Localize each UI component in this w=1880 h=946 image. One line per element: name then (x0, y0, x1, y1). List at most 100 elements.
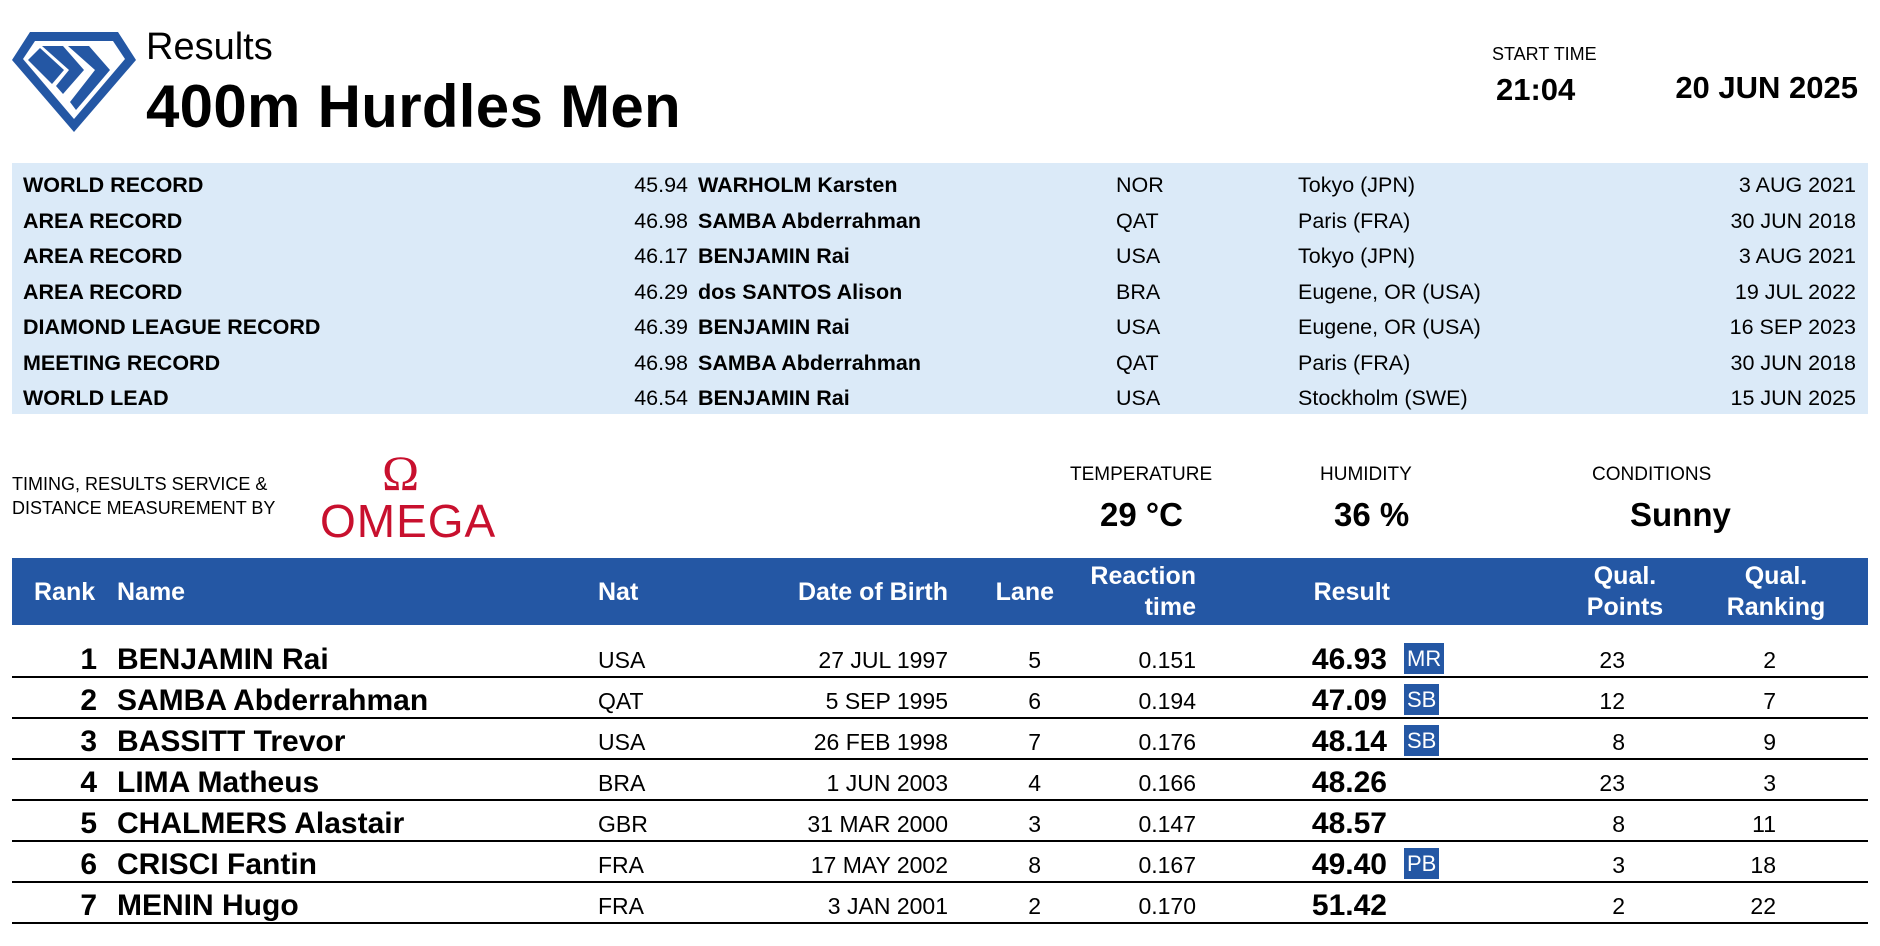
athlete-name: BASSITT Trevor (117, 725, 346, 758)
header-qual-ranking: Qual. Ranking (1716, 561, 1836, 623)
reaction-time: 0.194 (1138, 688, 1196, 714)
athlete-nat: USA (598, 647, 646, 673)
record-type: AREA RECORD (23, 244, 183, 268)
record-mark: 46.98 (634, 350, 688, 375)
result-rank: 1 (80, 643, 97, 676)
header-points-line2: Points (1586, 593, 1664, 621)
athlete-dob: 5 SEP 1995 (825, 688, 948, 714)
qual-points: 8 (1612, 811, 1625, 837)
qual-ranking: 11 (1752, 811, 1776, 837)
result-rank: 6 (80, 848, 97, 881)
record-mark: 46.39 (634, 315, 688, 339)
result-rank: 2 (80, 684, 97, 717)
header-result: Result (1313, 578, 1390, 606)
conditions-value: Sunny (1630, 496, 1731, 533)
athlete-nat: USA (598, 729, 646, 755)
record-type: DIAMOND LEAGUE RECORD (23, 315, 321, 339)
record-date: 16 SEP 2023 (1729, 315, 1856, 339)
athlete-name: MENIN Hugo (117, 889, 299, 922)
record-row: WORLD RECORD 45.94 WARHOLM Karsten NOR Tokyo… (12, 168, 1868, 204)
records-panel: WORLD RECORD 45.94 WARHOLM Karsten NOR Tokyo… (12, 163, 1868, 414)
athlete-nat: BRA (598, 770, 646, 796)
athlete-lane: 2 (1028, 893, 1041, 919)
record-venue: Paris (FRA) (1298, 350, 1411, 375)
athlete-lane: 4 (1028, 770, 1041, 796)
qual-ranking: 2 (1763, 647, 1776, 673)
record-athlete: BENJAMIN Rai (698, 244, 850, 268)
record-date: 19 JUL 2022 (1734, 279, 1856, 304)
qual-ranking: 7 (1763, 688, 1776, 714)
reaction-time: 0.147 (1138, 811, 1196, 837)
record-date: 3 AUG 2021 (1738, 244, 1856, 268)
athlete-dob: 31 MAR 2000 (807, 811, 948, 837)
table-row: 3 BASSITT Trevor USA 26 FEB 1998 7 0.176 48.14… (12, 719, 1868, 760)
record-athlete: BENJAMIN Rai (698, 315, 850, 339)
conditions-label: CONDITIONS (1592, 464, 1712, 485)
record-type: WORLD RECORD (23, 173, 204, 197)
result-rank: 5 (80, 807, 97, 840)
record-row: MEETING RECORD 46.98 SAMBA Abderrahman QAT P… (12, 346, 1868, 382)
athlete-dob: 3 JAN 2001 (827, 893, 948, 919)
record-badge: SB (1404, 725, 1440, 756)
result-time: 47.09 (1311, 684, 1387, 717)
record-type: AREA RECORD (23, 208, 183, 233)
start-time: 21:04 (1496, 72, 1576, 107)
qual-points: 8 (1612, 729, 1625, 755)
athlete-lane: 5 (1028, 647, 1041, 673)
record-date: 30 JUN 2018 (1730, 350, 1857, 375)
header-name: Name (117, 578, 186, 606)
athlete-name: CHALMERS Alastair (117, 807, 405, 840)
humidity-value: 36 % (1334, 496, 1410, 533)
qual-points: 12 (1599, 688, 1625, 714)
athlete-lane: 7 (1028, 729, 1041, 755)
record-type: WORLD LEAD (23, 386, 169, 410)
result-time: 48.57 (1311, 807, 1387, 840)
result-time: 51.42 (1311, 889, 1387, 922)
header-ranking-line2: Ranking (1726, 593, 1826, 621)
record-row: WORLD LEAD 46.54 BENJAMIN Rai USA Stockholm … (12, 381, 1868, 417)
athlete-lane: 3 (1028, 811, 1041, 837)
record-venue: Eugene, OR (USA) (1298, 279, 1481, 304)
record-mark: 46.98 (634, 208, 688, 233)
header-reaction-time: Reaction time (1090, 561, 1196, 623)
record-venue: Tokyo (JPN) (1298, 173, 1416, 197)
athlete-dob: 1 JUN 2003 (826, 770, 948, 796)
reaction-time: 0.176 (1138, 729, 1196, 755)
record-venue: Stockholm (SWE) (1298, 386, 1468, 410)
athlete-nat: FRA (598, 893, 644, 919)
athlete-nat: FRA (598, 852, 644, 878)
table-row: 1 BENJAMIN Rai USA 27 JUL 1997 5 0.151 46.93 23… (12, 637, 1868, 678)
record-nat: QAT (1116, 350, 1159, 375)
humidity-label: HUMIDITY (1320, 464, 1412, 485)
athlete-nat: QAT (598, 688, 644, 714)
record-athlete: BENJAMIN Rai (698, 386, 850, 410)
results-table-header: Rank Name Nat Date of Birth Lane Reactio… (12, 558, 1868, 625)
qual-ranking: 22 (1750, 893, 1776, 919)
table-row: 2 SAMBA Abderrahman QAT 5 SEP 1995 6 0.194 47.… (12, 678, 1868, 719)
record-nat: USA (1116, 244, 1161, 268)
table-row: 7 MENIN Hugo FRA 3 JAN 2001 2 0.170 51.42 2 22 (12, 883, 1868, 924)
record-nat: USA (1116, 386, 1161, 410)
record-mark: 45.94 (634, 173, 688, 197)
qual-ranking: 18 (1750, 852, 1776, 878)
table-row: 6 CRISCI Fantin FRA 17 MAY 2002 8 0.167 49.40 3… (12, 842, 1868, 883)
result-time: 49.40 (1311, 848, 1387, 881)
temperature-label: TEMPERATURE (1070, 464, 1213, 485)
record-type: AREA RECORD (23, 279, 183, 304)
page-subtitle: Results (146, 26, 273, 68)
header-qual-points: Qual. Points (1565, 561, 1685, 623)
record-row: AREA RECORD 46.29 dos SANTOS Alison BRA Euge… (12, 275, 1868, 311)
record-mark: 46.29 (634, 279, 688, 304)
record-athlete: WARHOLM Karsten (698, 173, 898, 197)
record-badge: PB (1404, 848, 1440, 879)
header-reaction-line1: Reaction (1090, 562, 1196, 590)
temperature-value: 29 °C (1100, 496, 1183, 533)
record-athlete: dos SANTOS Alison (698, 279, 903, 304)
record-athlete: SAMBA Abderrahman (698, 350, 921, 375)
qual-ranking: 3 (1763, 770, 1776, 796)
record-row: AREA RECORD 46.17 BENJAMIN Rai USA Tokyo (JP… (12, 239, 1868, 275)
athlete-dob: 17 MAY 2002 (810, 852, 948, 878)
record-nat: NOR (1116, 173, 1164, 197)
omega-symbol-icon: Ω (382, 445, 420, 501)
page-title: 400m Hurdles Men (146, 73, 681, 140)
